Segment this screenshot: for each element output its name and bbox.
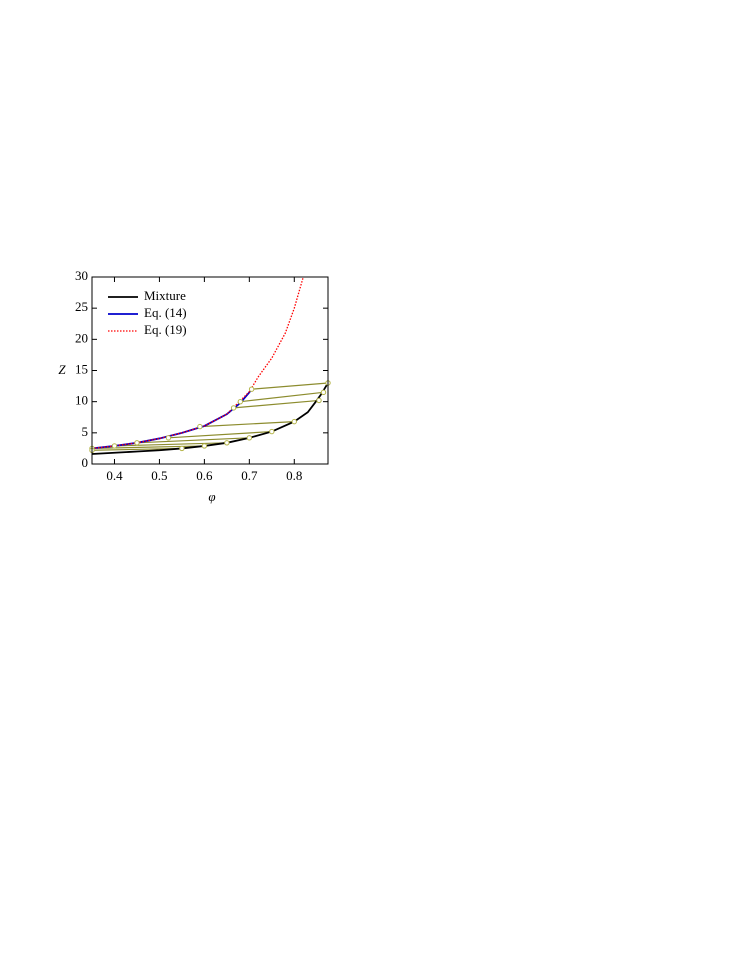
legend-label: Eq. (19) [144, 322, 187, 337]
y-tick-label: 30 [75, 268, 88, 283]
tie-point [230, 405, 237, 411]
y-tick-label: 0 [82, 455, 89, 470]
tie-point [316, 397, 322, 404]
tie-point [248, 386, 255, 392]
tie-line [92, 445, 205, 450]
tie-point [269, 428, 275, 435]
tie-point [179, 445, 185, 452]
y-tick-label: 25 [75, 299, 88, 314]
tie-point [197, 423, 203, 430]
y-tick-label: 20 [75, 330, 88, 345]
tie-line [168, 430, 272, 439]
legend-label: Mixture [144, 288, 186, 303]
x-tick-label: 0.4 [106, 468, 123, 483]
tie-line [240, 391, 324, 403]
legend-label: Eq. (14) [144, 305, 187, 320]
y-axis-label: Z [58, 362, 66, 377]
x-tick-label: 0.7 [241, 468, 258, 483]
tie-line [92, 447, 182, 451]
series-line [92, 388, 253, 450]
y-tick-label: 5 [82, 424, 89, 439]
tie-line [136, 437, 250, 444]
tie-point [224, 440, 230, 446]
y-tick-label: 15 [75, 361, 88, 376]
tie-point [237, 398, 244, 405]
tie-line [114, 442, 227, 447]
tie-point [111, 443, 118, 449]
tie-line [233, 399, 320, 409]
x-tick-label: 0.8 [286, 468, 302, 483]
tie-point [134, 440, 140, 446]
x-tick-label: 0.6 [196, 468, 213, 483]
plot-frame [91, 276, 329, 465]
tie-point [320, 389, 327, 396]
tie-point [165, 435, 172, 441]
tie-line [251, 382, 328, 390]
tie-point [246, 435, 253, 441]
y-tick-label: 10 [75, 393, 88, 408]
x-tick-label: 0.5 [151, 468, 167, 483]
tie-point [201, 443, 208, 449]
x-axis-label: φ [208, 489, 215, 504]
tie-line [199, 421, 295, 428]
tie-point [291, 418, 297, 425]
